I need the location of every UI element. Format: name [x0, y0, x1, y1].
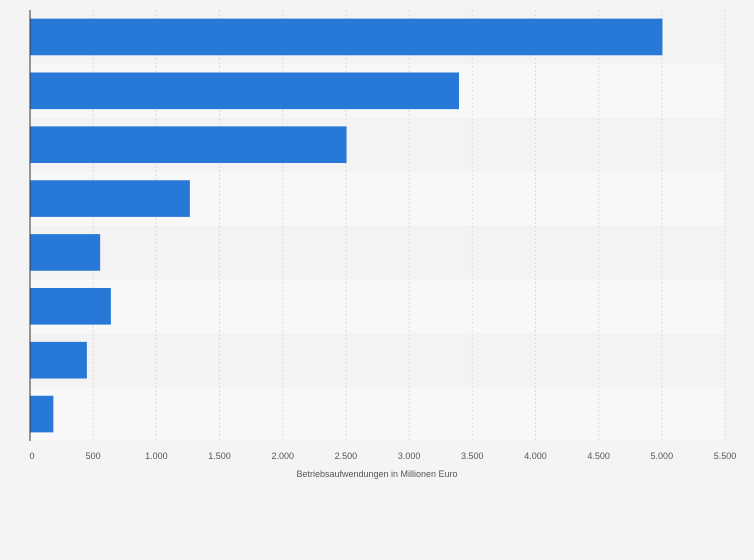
- x-tick-label: 4.000: [524, 451, 547, 461]
- row-bands: [30, 10, 725, 441]
- bar: [30, 72, 460, 110]
- x-axis-title: Betriebsaufwendungen in Millionen Euro: [296, 469, 457, 479]
- x-tick-label: 5.000: [651, 451, 674, 461]
- bar: [30, 395, 54, 433]
- bar: [30, 287, 111, 325]
- bars: [30, 18, 663, 433]
- x-tick-label: 4.500: [587, 451, 610, 461]
- row-band: [30, 279, 725, 334]
- row-band: [30, 333, 725, 388]
- bar: [30, 18, 663, 56]
- x-tick-label: 0: [29, 451, 34, 461]
- bar: [30, 341, 87, 379]
- x-tick-label: 500: [86, 451, 101, 461]
- x-tick-label: 2.000: [271, 451, 294, 461]
- x-tick-label: 2.500: [335, 451, 358, 461]
- x-tick-label: 3.500: [461, 451, 484, 461]
- x-tick-label: 1.000: [145, 451, 168, 461]
- row-band: [30, 225, 725, 280]
- x-tick-label: 1.500: [208, 451, 231, 461]
- bar: [30, 234, 101, 271]
- x-tick-label: 5.500: [714, 451, 737, 461]
- bar: [30, 126, 347, 164]
- x-axis-ticks: 0 500 1.000 1.500 2.000 2.500 3.000 3.500 4.000 4…: [29, 451, 736, 461]
- row-band: [30, 387, 725, 441]
- x-tick-label: 3.000: [398, 451, 421, 461]
- bar: [30, 180, 190, 217]
